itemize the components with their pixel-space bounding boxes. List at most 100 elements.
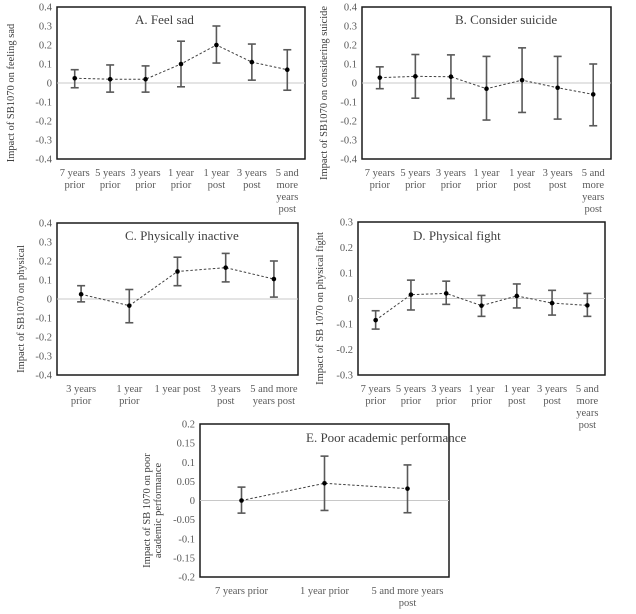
- chart-title: A. Feel sad: [135, 12, 194, 27]
- data-point: [514, 293, 520, 299]
- x-tick-label: 3 years: [131, 168, 161, 179]
- y-tick-label: 0.15: [177, 439, 195, 450]
- y-axis-label: Impact of SB 1070 on poor: [142, 453, 153, 568]
- y-tick-label: -0.1: [340, 98, 357, 109]
- y-tick-label: 0.3: [340, 218, 353, 229]
- x-tick-label: 5 and: [576, 384, 600, 395]
- x-tick-label: 3 years: [237, 168, 267, 179]
- y-tick-label: 0.2: [39, 41, 52, 52]
- data-point: [479, 303, 484, 308]
- x-tick-label: prior: [436, 396, 457, 407]
- y-tick-label: 0: [47, 295, 52, 306]
- y-axis-label: academic performance: [153, 463, 164, 559]
- data-point: [377, 75, 383, 80]
- x-tick-label: prior: [441, 180, 462, 191]
- chart-panel-b: 0.4 0.3 0.2 0.1 0 -0.1 -0.2 -0.3 -0.4 Impact of S…: [319, 3, 612, 215]
- x-tick-label: 1 year: [168, 168, 194, 179]
- data-point: [249, 59, 255, 65]
- x-tick-label: years: [276, 192, 298, 203]
- x-tick-label: 3 years: [431, 384, 461, 395]
- x-tick-label: 3 years: [211, 384, 241, 395]
- x-tick-label: 5 years: [95, 168, 125, 179]
- y-tick-label: 0.4: [344, 3, 358, 14]
- x-tick-label: post: [513, 180, 531, 191]
- y-tick-label: 0.4: [39, 3, 53, 14]
- y-axis-label: Impact of SB 1070 on physical fight: [315, 232, 326, 385]
- data-point: [178, 61, 184, 67]
- x-tick-label: 3 years: [66, 384, 96, 395]
- data-point: [448, 74, 454, 80]
- x-tick-label: prior: [135, 180, 156, 191]
- data-point: [72, 75, 78, 81]
- y-tick-label: 0.2: [344, 41, 357, 52]
- x-tick-label: post: [543, 396, 561, 407]
- x-tick-label: 3 years: [543, 168, 573, 179]
- chart-panel-d: 0.3 0.2 0.1 0 -0.1 -0.2 -0.3 Impact of SB 1070 …: [315, 218, 606, 431]
- y-tick-label: -0.2: [35, 117, 52, 128]
- y-tick-label: 0.4: [39, 219, 53, 230]
- x-tick-label: 1 year: [469, 384, 495, 395]
- data-point: [443, 291, 449, 296]
- chart-title: E. Poor academic performance: [306, 430, 466, 445]
- x-tick-label: 5 and more years: [371, 586, 443, 597]
- x-tick-label: prior: [476, 180, 497, 191]
- x-tick-label: post: [584, 204, 602, 215]
- x-tick-label: prior: [471, 396, 492, 407]
- y-tick-label: -0.1: [35, 98, 52, 109]
- y-tick-label: -0.3: [35, 136, 52, 147]
- x-tick-label: 1 year: [116, 384, 142, 395]
- y-tick-label: 0.1: [344, 60, 357, 71]
- x-tick-label: 7 years: [365, 168, 395, 179]
- x-tick-label: more: [582, 180, 604, 191]
- x-tick-label: 3 years: [537, 384, 567, 395]
- y-tick-label: -0.2: [35, 333, 52, 344]
- x-tick-label: 1 year: [203, 168, 229, 179]
- y-tick-label: 0: [47, 79, 52, 90]
- y-tick-label: 0: [352, 79, 357, 90]
- data-point: [555, 85, 560, 91]
- y-tick-label: -0.2: [178, 573, 195, 584]
- data-point: [405, 486, 410, 491]
- data-point: [519, 77, 525, 83]
- x-tick-label: prior: [405, 180, 426, 191]
- x-tick-label: 7 years: [361, 384, 391, 395]
- x-tick-label: prior: [119, 396, 140, 407]
- y-tick-label: 0.2: [340, 243, 353, 254]
- x-tick-label: 1 year: [504, 384, 530, 395]
- x-tick-label: 7 years: [60, 168, 90, 179]
- data-point: [408, 292, 414, 297]
- data-point: [484, 86, 489, 91]
- y-tick-label: -0.15: [173, 553, 195, 564]
- x-tick-label: 5 and: [582, 168, 606, 179]
- y-tick-label: 0: [348, 294, 353, 305]
- y-tick-label: 0.2: [39, 257, 52, 268]
- data-point: [271, 276, 277, 282]
- y-tick-label: -0.1: [35, 314, 52, 325]
- data-point: [284, 67, 290, 72]
- x-tick-label: 5 years: [400, 168, 430, 179]
- y-tick-label: -0.1: [336, 320, 353, 331]
- data-point: [223, 265, 228, 270]
- data-point: [322, 480, 327, 486]
- y-tick-label: 0.1: [182, 458, 195, 469]
- x-tick-label: prior: [71, 396, 92, 407]
- data-point: [127, 303, 132, 308]
- y-tick-label: -0.3: [35, 352, 52, 363]
- x-tick-label: prior: [100, 180, 121, 191]
- y-tick-label: 0.1: [39, 60, 52, 71]
- y-tick-label: 0.1: [340, 269, 353, 280]
- x-tick-label: post: [508, 396, 526, 407]
- x-tick-label: 1 year post: [154, 384, 200, 395]
- y-tick-label: -0.05: [173, 515, 195, 526]
- data-point: [585, 303, 590, 308]
- x-tick-label: prior: [365, 396, 386, 407]
- x-tick-label: post: [399, 598, 417, 609]
- chart-panel-e: 0.2 0.15 0.1 0.05 0 -0.05 -0.1 -0.15 -0.2 Impact …: [142, 420, 466, 610]
- x-tick-label: prior: [401, 396, 422, 407]
- chart-title: C. Physically inactive: [125, 228, 239, 243]
- y-tick-label: -0.1: [178, 534, 195, 545]
- x-tick-label: 5 years: [396, 384, 426, 395]
- y-tick-label: -0.4: [35, 155, 52, 166]
- x-tick-label: 3 years: [436, 168, 466, 179]
